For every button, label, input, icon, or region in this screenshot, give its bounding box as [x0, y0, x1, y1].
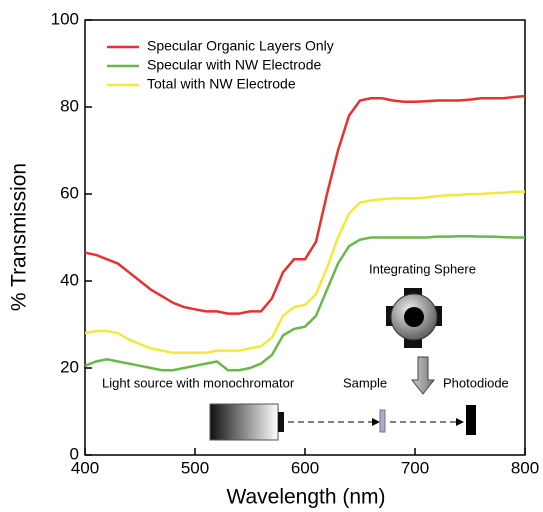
series-line — [84, 94, 526, 315]
y-axis-label: % Transmission — [8, 163, 31, 311]
x-tick-label: 600 — [291, 458, 319, 477]
legend-label: Specular with NW Electrode — [147, 57, 322, 73]
y-tick-label: 100 — [51, 9, 79, 28]
sphere-hole — [404, 307, 424, 327]
y-tick-label: 20 — [60, 357, 79, 376]
inset-diagram: Integrating Sphere Light source with mon… — [102, 261, 509, 441]
annotation: Integrating Sphere — [369, 261, 476, 276]
light-source-nozzle — [278, 412, 284, 432]
annotation: Sample — [343, 375, 387, 390]
photodiode — [466, 405, 476, 435]
y-tick-label: 0 — [70, 444, 79, 463]
x-tick-label: 500 — [181, 458, 209, 477]
x-tick-label: 800 — [511, 458, 539, 477]
y-tick-label: 40 — [60, 270, 79, 289]
legend-label: Specular Organic Layers Only — [147, 38, 334, 54]
x-axis-label: Wavelength (nm) — [226, 486, 385, 509]
annotation: Photodiode — [443, 375, 509, 390]
annotation: Light source with monochromator — [102, 375, 295, 390]
light-source — [209, 403, 279, 441]
x-tick-label: 700 — [401, 458, 429, 477]
series-line — [84, 190, 525, 355]
arrow — [410, 356, 436, 395]
arrowhead — [456, 418, 464, 426]
y-tick-label: 80 — [60, 96, 79, 115]
sample — [379, 409, 386, 433]
y-tick-label: 60 — [60, 183, 79, 202]
x-tick-label: 400 — [71, 458, 99, 477]
legend-label: Total with NW Electrode — [147, 76, 296, 92]
series-line — [84, 234, 525, 372]
arrowhead — [372, 418, 380, 426]
